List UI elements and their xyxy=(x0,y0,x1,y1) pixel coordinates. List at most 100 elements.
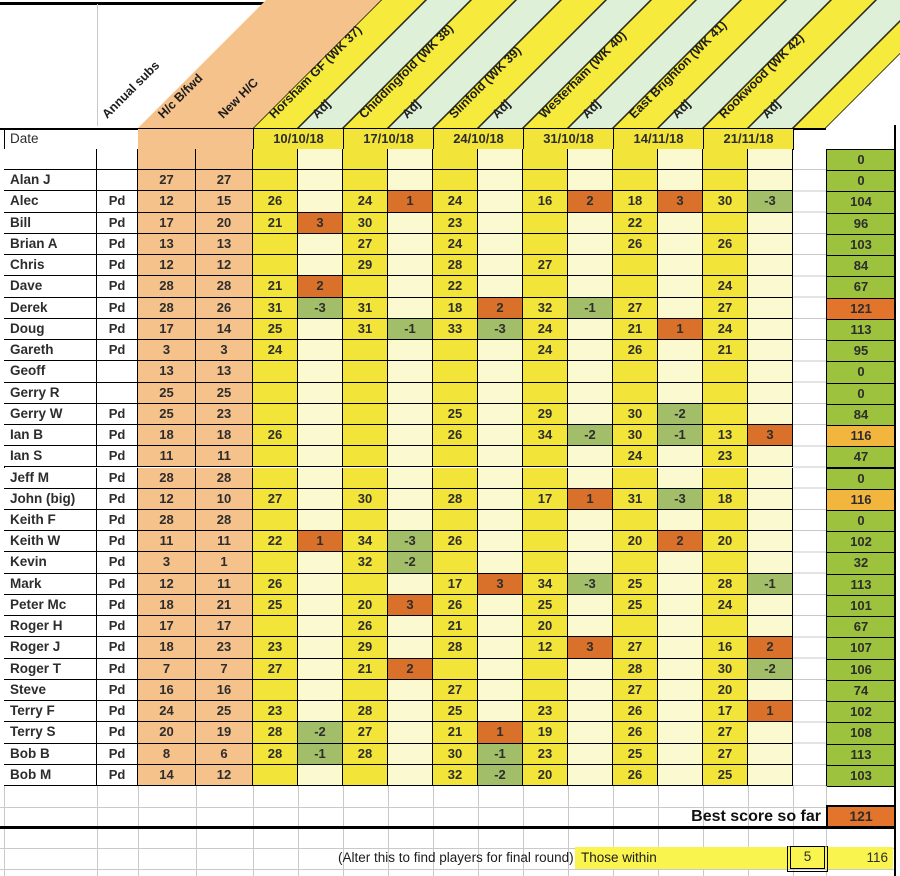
score-cell[interactable]: 18 xyxy=(613,191,658,213)
score-cell[interactable] xyxy=(523,509,568,532)
score-cell[interactable] xyxy=(253,255,298,277)
score-cell[interactable]: 30 xyxy=(703,191,748,213)
score-cell[interactable]: 22 xyxy=(433,276,478,298)
adj-cell[interactable]: -1 xyxy=(658,425,703,447)
score-cell[interactable]: 20 xyxy=(703,531,748,553)
adj-cell[interactable] xyxy=(568,616,613,638)
adj-cell[interactable] xyxy=(658,467,703,489)
adj-cell[interactable] xyxy=(478,509,523,532)
score-cell[interactable]: 26 xyxy=(613,340,658,362)
adj-cell[interactable]: 2 xyxy=(298,276,343,298)
score-cell[interactable]: 28 xyxy=(343,743,388,765)
score-cell[interactable]: 24 xyxy=(253,340,298,362)
new-hc-cell[interactable]: 12 xyxy=(196,255,253,277)
adj-cell[interactable] xyxy=(298,679,343,702)
adj-cell[interactable]: -3 xyxy=(388,531,433,553)
adj-cell[interactable]: 2 xyxy=(568,191,613,213)
adj-cell[interactable] xyxy=(658,382,703,404)
new-hc-cell[interactable]: 26 xyxy=(196,297,253,319)
score-cell[interactable]: 21 xyxy=(253,212,298,234)
adj-cell[interactable] xyxy=(298,403,343,426)
player-name-cell[interactable]: Gerry R xyxy=(4,382,97,404)
adj-cell[interactable] xyxy=(658,679,703,702)
pd-cell[interactable] xyxy=(97,170,138,192)
hc-bfwd-cell[interactable]: 28 xyxy=(138,276,196,298)
pd-cell[interactable]: Pd xyxy=(97,446,138,468)
score-cell[interactable]: 24 xyxy=(613,446,658,468)
adj-cell[interactable] xyxy=(748,318,793,341)
score-cell[interactable]: 20 xyxy=(523,616,568,638)
score-cell[interactable]: 18 xyxy=(433,297,478,319)
adj-cell[interactable]: 3 xyxy=(388,594,433,617)
adj-cell[interactable] xyxy=(658,637,703,659)
score-cell[interactable]: 23 xyxy=(703,446,748,468)
new-hc-cell[interactable]: 3 xyxy=(196,340,253,362)
score-cell[interactable]: 23 xyxy=(523,701,568,723)
player-name-cell[interactable]: Keith W xyxy=(4,531,97,553)
adj-cell[interactable] xyxy=(388,361,433,383)
score-cell[interactable]: 21 xyxy=(433,722,478,744)
score-cell[interactable] xyxy=(703,170,748,192)
pd-cell[interactable]: Pd xyxy=(97,509,138,532)
player-name-cell[interactable]: Chris xyxy=(4,255,97,277)
score-cell[interactable]: 30 xyxy=(343,488,388,510)
score-cell[interactable]: 16 xyxy=(703,637,748,659)
score-cell[interactable]: 26 xyxy=(613,722,658,744)
score-cell[interactable]: 21 xyxy=(253,276,298,298)
new-hc-cell[interactable]: 23 xyxy=(196,637,253,659)
pd-cell[interactable]: Pd xyxy=(97,573,138,595)
score-cell[interactable]: 21 xyxy=(343,658,388,680)
score-cell[interactable] xyxy=(433,658,478,680)
score-cell[interactable] xyxy=(523,467,568,489)
total-cell[interactable]: 32 xyxy=(826,552,896,575)
adj-cell[interactable] xyxy=(748,552,793,574)
adj-cell[interactable]: -2 xyxy=(748,658,793,680)
hc-bfwd-cell[interactable]: 11 xyxy=(138,446,196,468)
pd-cell[interactable]: Pd xyxy=(97,212,138,234)
adj-cell[interactable] xyxy=(298,318,343,341)
player-name-cell[interactable]: Peter Mc xyxy=(4,594,97,617)
hc-bfwd-cell[interactable]: 7 xyxy=(138,658,196,680)
adj-cell[interactable] xyxy=(388,637,433,659)
score-cell[interactable]: 27 xyxy=(613,637,658,659)
adj-cell[interactable] xyxy=(388,701,433,723)
adj-cell[interactable] xyxy=(568,467,613,489)
new-hc-cell[interactable]: 11 xyxy=(196,573,253,595)
adj-cell[interactable] xyxy=(298,573,343,595)
score-cell[interactable] xyxy=(343,382,388,404)
adj-cell[interactable] xyxy=(748,679,793,702)
score-cell[interactable] xyxy=(253,170,298,192)
adj-cell[interactable] xyxy=(748,233,793,256)
adj-cell[interactable] xyxy=(388,149,433,171)
score-cell[interactable] xyxy=(253,616,298,638)
adj-cell[interactable] xyxy=(568,446,613,468)
adj-cell[interactable] xyxy=(388,297,433,319)
hc-bfwd-cell[interactable]: 3 xyxy=(138,552,196,574)
adj-cell[interactable] xyxy=(478,446,523,468)
score-cell[interactable] xyxy=(433,340,478,362)
score-cell[interactable] xyxy=(703,382,748,404)
score-cell[interactable] xyxy=(433,446,478,468)
hc-bfwd-cell[interactable]: 13 xyxy=(138,361,196,383)
hc-bfwd-cell[interactable]: 12 xyxy=(138,573,196,595)
adj-cell[interactable] xyxy=(658,276,703,298)
score-cell[interactable] xyxy=(343,764,388,786)
new-hc-cell[interactable]: 28 xyxy=(196,509,253,532)
adj-cell[interactable] xyxy=(568,764,613,786)
adj-cell[interactable] xyxy=(298,552,343,574)
adj-cell[interactable]: -2 xyxy=(658,403,703,426)
player-name-cell[interactable]: Terry F xyxy=(4,701,97,723)
pd-cell[interactable]: Pd xyxy=(97,764,138,786)
adj-cell[interactable] xyxy=(748,276,793,298)
date-cell[interactable]: 17/10/18 xyxy=(343,128,434,150)
pd-cell[interactable]: Pd xyxy=(97,637,138,659)
hc-bfwd-cell[interactable]: 12 xyxy=(138,191,196,213)
adj-cell[interactable] xyxy=(478,403,523,426)
adj-cell[interactable] xyxy=(388,170,433,192)
score-cell[interactable] xyxy=(343,679,388,702)
score-cell[interactable]: 26 xyxy=(433,594,478,617)
score-cell[interactable]: 12 xyxy=(523,637,568,659)
score-cell[interactable] xyxy=(523,552,568,574)
adj-cell[interactable] xyxy=(568,701,613,723)
adj-cell[interactable] xyxy=(298,488,343,510)
